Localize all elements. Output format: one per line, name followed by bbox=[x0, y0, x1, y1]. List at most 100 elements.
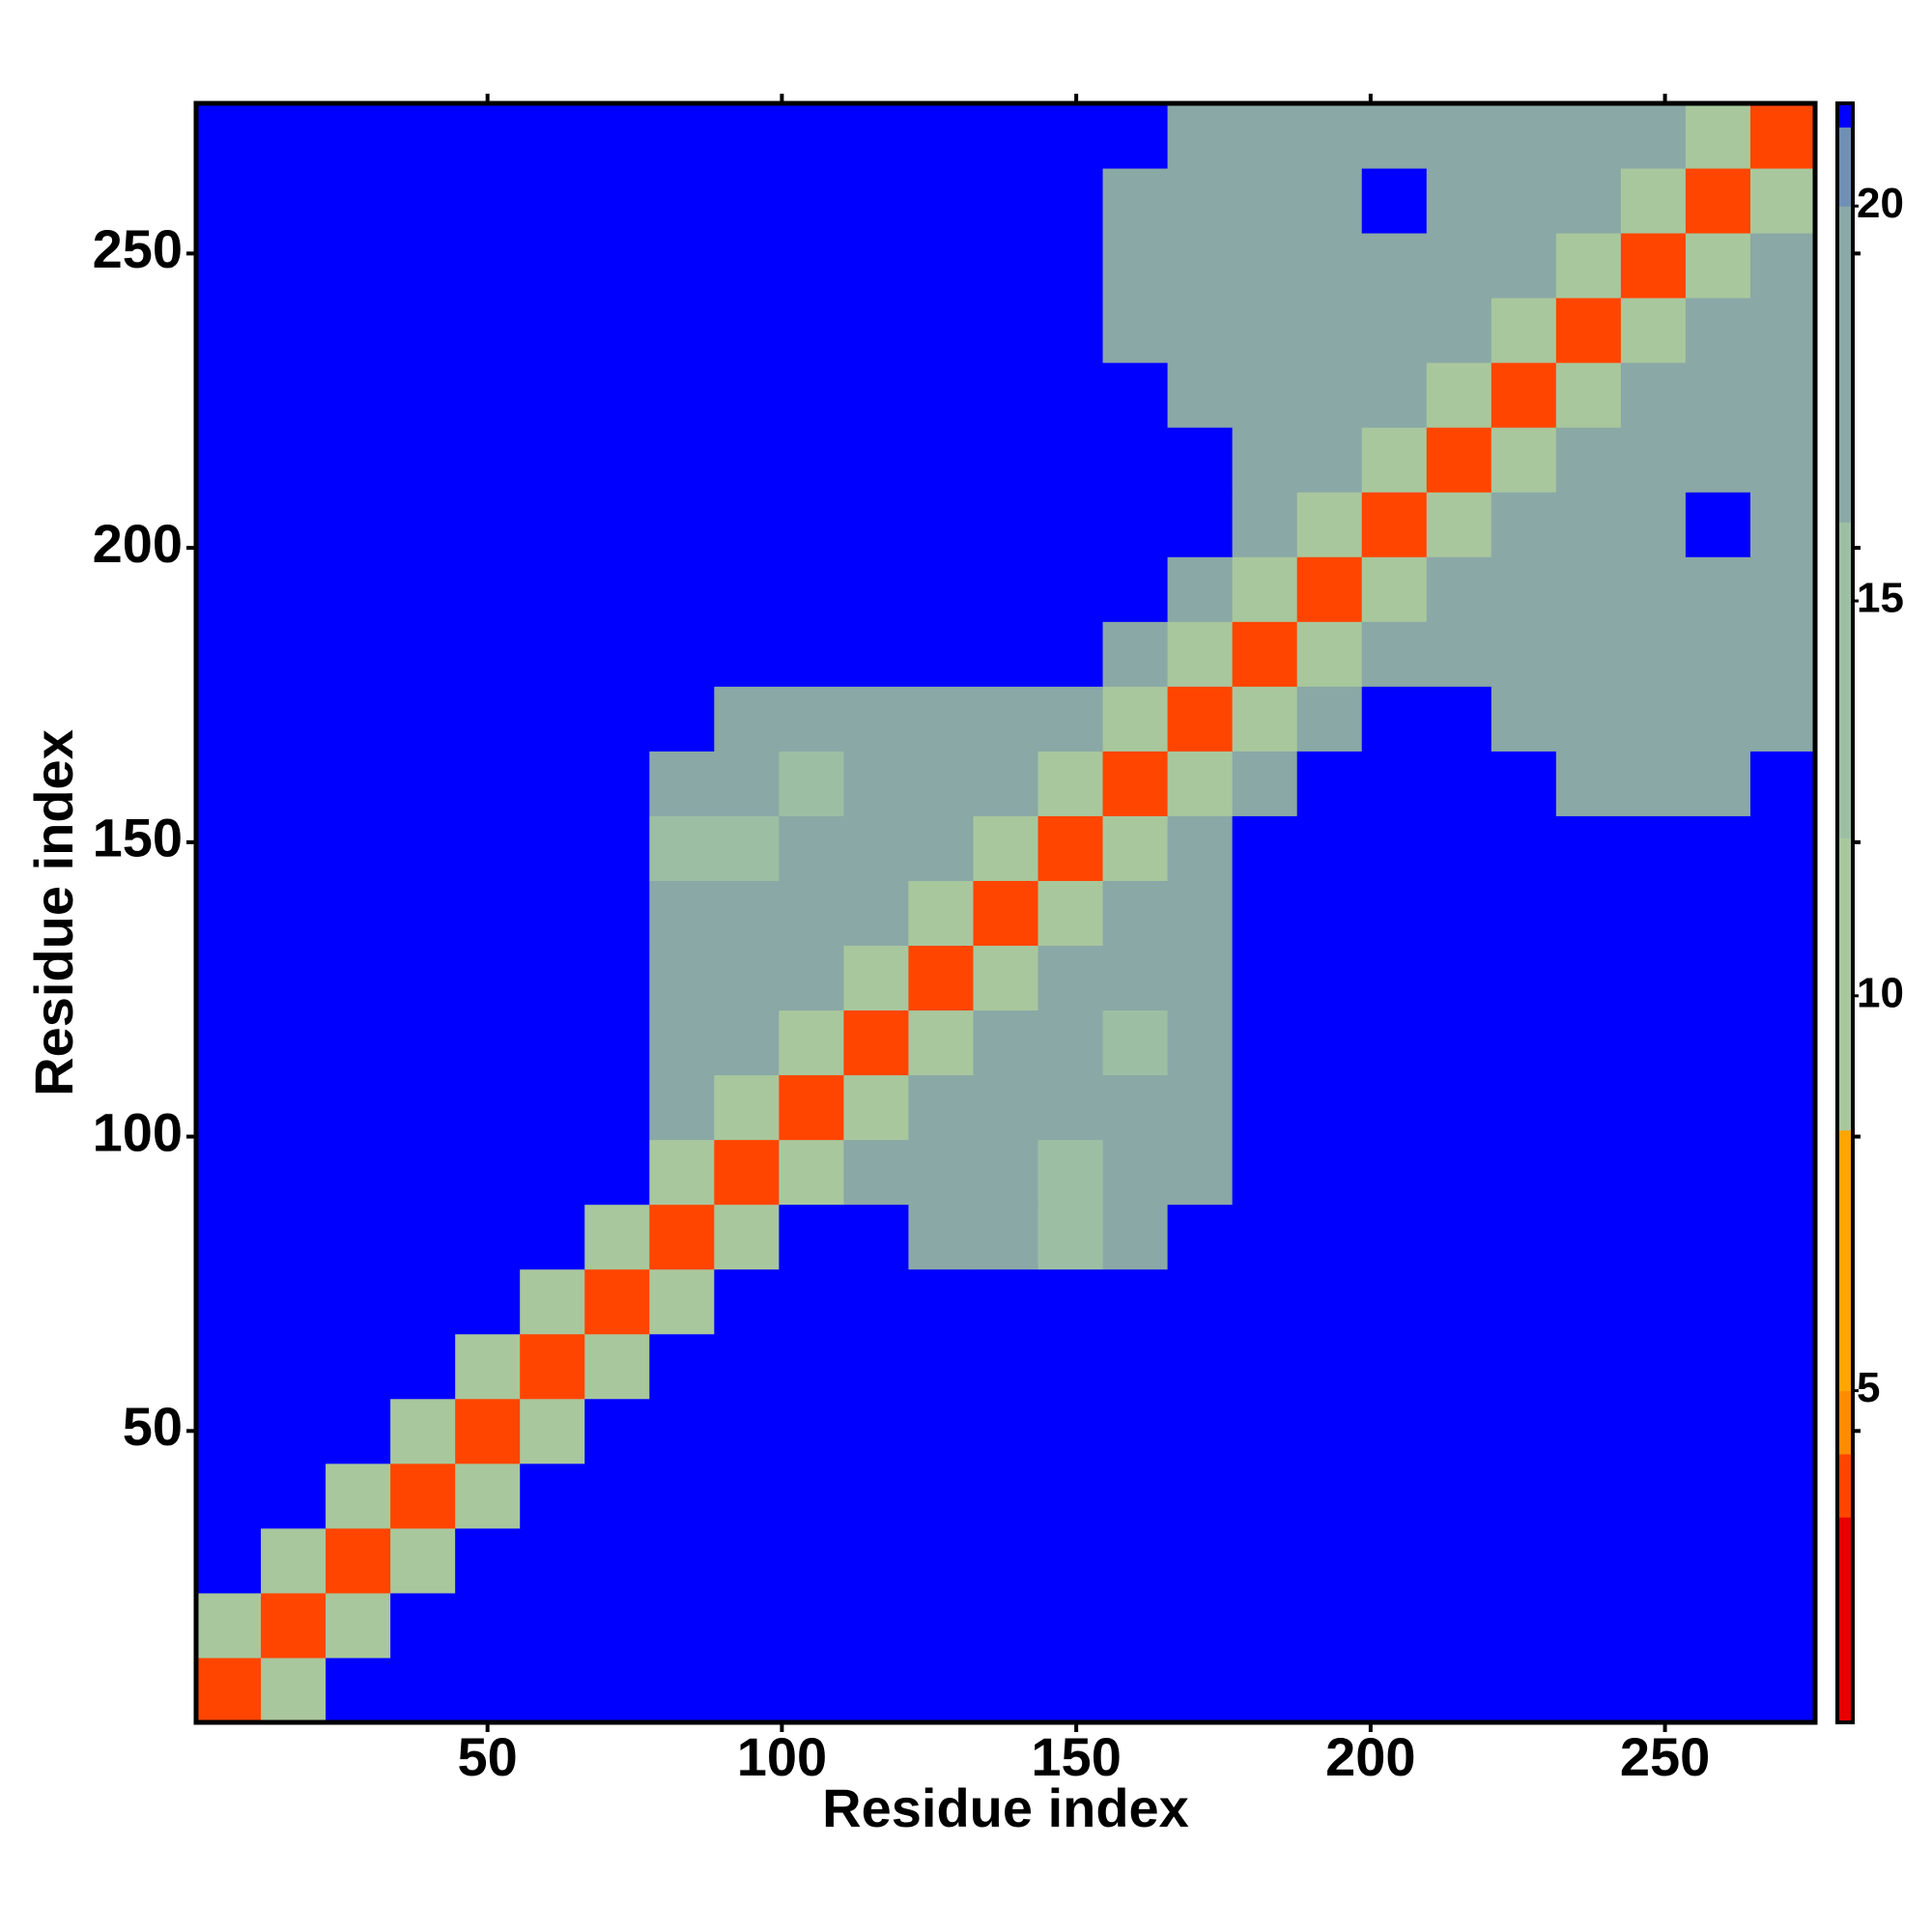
heatmap-cell bbox=[1102, 362, 1169, 428]
heatmap-cell bbox=[1102, 1074, 1169, 1141]
heatmap-cell bbox=[1491, 880, 1557, 947]
heatmap-cell bbox=[973, 1268, 1039, 1335]
colorbar-segment bbox=[1837, 1129, 1853, 1392]
heatmap-cell bbox=[1749, 1204, 1816, 1270]
heatmap-cell bbox=[1037, 1333, 1104, 1400]
heatmap-cell bbox=[1296, 621, 1363, 687]
heatmap-cell bbox=[326, 1398, 391, 1464]
heatmap-cell bbox=[1685, 1074, 1751, 1141]
heatmap-cell bbox=[1361, 945, 1428, 1011]
heatmap-cell bbox=[908, 1463, 974, 1529]
heatmap-cell bbox=[1361, 686, 1428, 752]
heatmap-cell bbox=[455, 751, 521, 816]
heatmap-cell bbox=[261, 815, 327, 881]
heatmap-cell bbox=[1296, 103, 1363, 169]
heatmap-cell bbox=[1232, 751, 1298, 816]
heatmap-cell bbox=[261, 1333, 327, 1400]
heatmap-cell bbox=[1167, 427, 1234, 493]
heatmap-cell bbox=[1361, 1657, 1428, 1723]
heatmap-cell bbox=[390, 686, 456, 752]
heatmap-cell bbox=[843, 815, 909, 881]
heatmap-cell bbox=[649, 1398, 715, 1464]
heatmap-cell bbox=[1555, 1463, 1622, 1529]
heatmap-cell bbox=[390, 1463, 456, 1529]
heatmap-cell bbox=[1749, 103, 1816, 169]
heatmap-cell bbox=[390, 168, 456, 234]
heatmap-cell bbox=[714, 556, 780, 622]
heatmap-cell bbox=[261, 945, 327, 1011]
heatmap-cell bbox=[908, 945, 974, 1011]
heatmap-cell bbox=[261, 1527, 327, 1594]
heatmap-cell bbox=[1555, 1527, 1622, 1594]
heatmap-cell bbox=[1749, 168, 1816, 234]
heatmap-cell bbox=[1620, 1139, 1687, 1206]
heatmap-cell bbox=[520, 751, 585, 816]
heatmap-cell bbox=[779, 1527, 844, 1594]
heatmap-cell bbox=[1555, 103, 1622, 169]
colorbar-segment bbox=[1837, 103, 1853, 128]
heatmap-cell bbox=[1491, 1204, 1557, 1270]
heatmap-cell bbox=[390, 880, 456, 947]
heatmap-cell bbox=[843, 1527, 909, 1594]
heatmap-cell bbox=[1620, 751, 1687, 816]
heatmap-cell bbox=[196, 427, 262, 493]
heatmap-cell bbox=[1296, 1463, 1363, 1529]
heatmap-cell bbox=[1167, 1592, 1234, 1659]
heatmap-cell bbox=[1491, 945, 1557, 1011]
heatmap-cell bbox=[908, 751, 974, 816]
heatmap-cell bbox=[1620, 1333, 1687, 1400]
heatmap-cell bbox=[196, 751, 262, 816]
heatmap-cell bbox=[1232, 945, 1298, 1011]
heatmap-cell bbox=[1491, 103, 1557, 169]
heatmap-cell bbox=[520, 298, 585, 363]
heatmap-cell bbox=[520, 1398, 585, 1464]
heatmap-cell bbox=[908, 686, 974, 752]
colorbar-tick-label: 5 bbox=[1857, 1364, 1880, 1411]
heatmap-cell bbox=[455, 168, 521, 234]
heatmap-cell bbox=[196, 945, 262, 1011]
heatmap-cell bbox=[520, 1657, 585, 1723]
heatmap-cell bbox=[196, 1268, 262, 1335]
heatmap-cell bbox=[261, 880, 327, 947]
heatmap-cell bbox=[1296, 945, 1363, 1011]
heatmap-cell bbox=[326, 1592, 391, 1659]
heatmap-cell bbox=[714, 1009, 780, 1076]
heatmap-cell bbox=[584, 1139, 650, 1206]
heatmap-cell bbox=[649, 686, 715, 752]
heatmap-cell bbox=[390, 233, 456, 298]
heatmap-cell bbox=[584, 815, 650, 881]
heatmap-cell bbox=[1491, 1657, 1557, 1723]
heatmap-cell bbox=[1167, 945, 1234, 1011]
heatmap-cell bbox=[1555, 945, 1622, 1011]
heatmap-cell bbox=[520, 492, 585, 557]
heatmap-cell bbox=[779, 1398, 844, 1464]
heatmap-cell bbox=[326, 556, 391, 622]
heatmap-cell bbox=[390, 1139, 456, 1206]
heatmap-cell bbox=[1491, 1009, 1557, 1076]
heatmap-cell bbox=[973, 103, 1039, 169]
heatmap-cell bbox=[1426, 298, 1492, 363]
heatmap-cell bbox=[455, 686, 521, 752]
heatmap-cell bbox=[1361, 815, 1428, 881]
heatmap-cell bbox=[520, 945, 585, 1011]
y-tick-label: 200 bbox=[93, 513, 183, 574]
heatmap-cell bbox=[1685, 103, 1751, 169]
heatmap-cell bbox=[1685, 1592, 1751, 1659]
heatmap-cell bbox=[1361, 1463, 1428, 1529]
heatmap-cell bbox=[1296, 1009, 1363, 1076]
heatmap-cell bbox=[1749, 556, 1816, 622]
heatmap-cell bbox=[1620, 1657, 1687, 1723]
heatmap-cell bbox=[1232, 1463, 1298, 1529]
heatmap-cell bbox=[326, 686, 391, 752]
heatmap-cell bbox=[1361, 362, 1428, 428]
heatmap-cell bbox=[714, 1463, 780, 1529]
heatmap-cell bbox=[1620, 1398, 1687, 1464]
heatmap-cell bbox=[1749, 1074, 1816, 1141]
heatmap-cell bbox=[1037, 1009, 1104, 1076]
heatmap-cell bbox=[584, 1398, 650, 1464]
heatmap-cell bbox=[779, 1074, 844, 1141]
heatmap-cell bbox=[843, 362, 909, 428]
heatmap-cell bbox=[455, 1333, 521, 1400]
heatmap-cell bbox=[520, 1009, 585, 1076]
heatmap-cell bbox=[326, 1268, 391, 1335]
